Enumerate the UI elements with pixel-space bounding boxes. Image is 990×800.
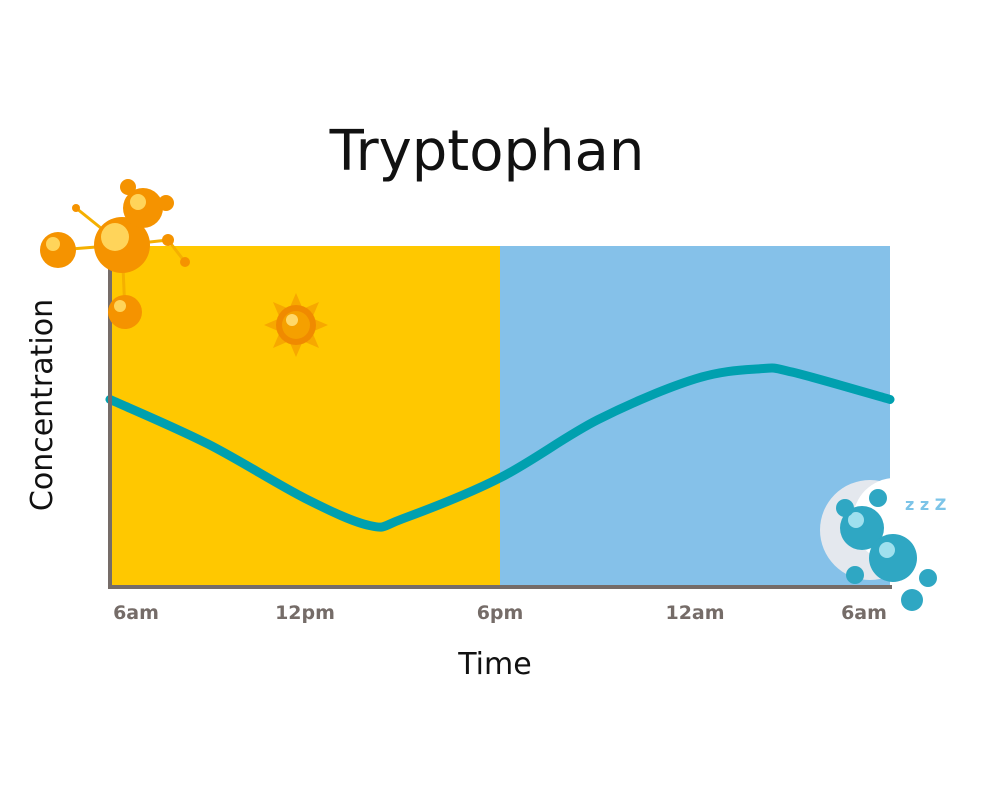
- x-axis-label: Time: [457, 647, 531, 682]
- x-tick-label: 6am: [113, 602, 159, 624]
- x-tick-label: 12am: [665, 602, 724, 624]
- sleeping-bear-moon-icon: z z Z: [820, 478, 946, 611]
- chart-title: Tryptophan: [329, 119, 645, 184]
- x-tick-label: 6pm: [477, 602, 524, 624]
- y-axis-label: Concentration: [25, 299, 60, 511]
- svg-text:z z Z: z z Z: [905, 495, 946, 514]
- day-region: [110, 246, 500, 587]
- x-tick-label: 12pm: [275, 602, 335, 624]
- sun-icon: [264, 293, 328, 357]
- x-tick-label: 6am: [841, 602, 887, 624]
- awake-bear-molecule-icon: [40, 179, 190, 329]
- concentration-line: [105, 363, 895, 532]
